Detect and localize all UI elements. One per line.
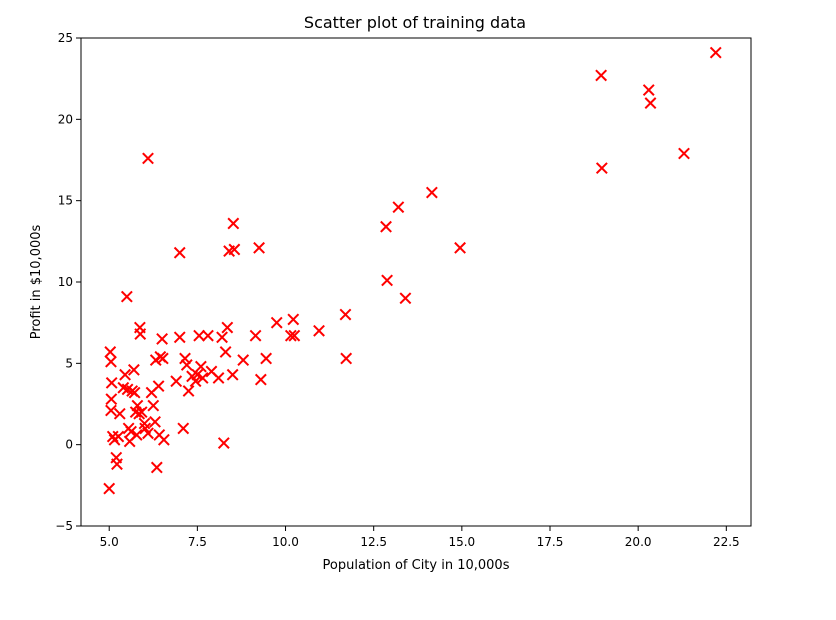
data-point (193, 329, 206, 342)
x-tick-label: 20.0 (625, 535, 652, 549)
y-tick-label: −5 (55, 519, 73, 533)
data-point (339, 308, 352, 321)
data-point (380, 220, 392, 233)
y-axis-ticks: −5 0 5 10 15 20 25 (55, 31, 81, 533)
data-point (156, 352, 169, 365)
data-point (399, 292, 412, 305)
x-tick-label: 12.5 (360, 535, 387, 549)
data-point (135, 406, 148, 419)
data-point (105, 355, 117, 368)
data-point (595, 69, 608, 82)
data-point (120, 290, 133, 303)
data-point (105, 393, 118, 406)
data-point (253, 241, 265, 254)
x-axis-label: Population of City in 10,000s (323, 558, 510, 573)
data-point (156, 333, 169, 345)
data-point (152, 380, 165, 393)
y-tick-label: 10 (58, 275, 73, 289)
x-tick-label: 5.0 (100, 535, 119, 549)
data-point (150, 461, 163, 474)
data-point (260, 352, 273, 365)
data-point (709, 46, 722, 59)
data-point (111, 458, 123, 471)
data-point (644, 97, 657, 109)
data-point (288, 329, 301, 342)
data-point (182, 385, 195, 397)
data-point (392, 201, 405, 214)
data-point (147, 399, 160, 412)
data-point (179, 352, 191, 365)
data-point (254, 373, 267, 386)
data-point (142, 427, 154, 440)
data-point (249, 329, 262, 342)
data-point (381, 274, 393, 287)
data-point (119, 368, 131, 381)
data-point (212, 372, 225, 384)
data-point (202, 329, 214, 342)
data-point (454, 241, 466, 254)
data-point (194, 360, 207, 373)
y-tick-label: 25 (58, 31, 73, 45)
data-points (103, 46, 722, 495)
data-point (128, 386, 141, 399)
data-point (173, 331, 186, 344)
data-point (425, 186, 438, 199)
data-point (125, 425, 137, 438)
data-point (173, 246, 186, 259)
data-point (678, 147, 690, 160)
data-point (170, 375, 183, 388)
data-point (177, 422, 190, 435)
data-point (157, 433, 170, 446)
data-point (642, 84, 655, 96)
data-point (104, 346, 117, 358)
data-point (216, 331, 228, 344)
chart-title: Scatter plot of training data (304, 13, 526, 32)
data-point (142, 152, 154, 165)
data-point (112, 430, 125, 443)
data-point (105, 376, 118, 389)
data-point (313, 324, 325, 337)
data-point (130, 428, 143, 441)
x-axis-ticks: 5.0 7.5 10.0 12.5 15.0 17.5 20.0 22.5 (100, 526, 740, 549)
data-point (221, 321, 234, 334)
y-axis-label: Profit in $10,000s (29, 224, 44, 339)
data-point (127, 363, 140, 376)
data-point (139, 422, 152, 435)
data-point (149, 415, 161, 428)
y-tick-label: 20 (58, 112, 73, 126)
data-point (340, 352, 353, 365)
data-point (134, 328, 147, 340)
plot-area-frame (80, 37, 752, 527)
x-tick-label: 22.5 (713, 535, 740, 549)
data-point (226, 368, 239, 381)
data-point (196, 372, 209, 384)
data-point (217, 437, 230, 449)
data-point (228, 243, 241, 256)
data-point (227, 217, 240, 230)
data-point (287, 313, 300, 326)
data-point (191, 368, 204, 381)
data-point (113, 407, 126, 420)
data-point (595, 162, 608, 175)
y-tick-label: 5 (65, 356, 73, 370)
y-tick-label: 0 (65, 438, 73, 452)
x-tick-label: 15.0 (448, 535, 475, 549)
y-tick-label: 15 (58, 194, 73, 208)
data-point (103, 482, 116, 495)
data-point (270, 316, 283, 329)
data-point (284, 329, 297, 342)
x-tick-label: 17.5 (537, 535, 564, 549)
data-point (219, 346, 232, 358)
x-tick-label: 7.5 (188, 535, 207, 549)
data-point (237, 354, 250, 366)
data-point (105, 404, 117, 417)
x-tick-label: 10.0 (272, 535, 299, 549)
data-point (180, 359, 193, 371)
